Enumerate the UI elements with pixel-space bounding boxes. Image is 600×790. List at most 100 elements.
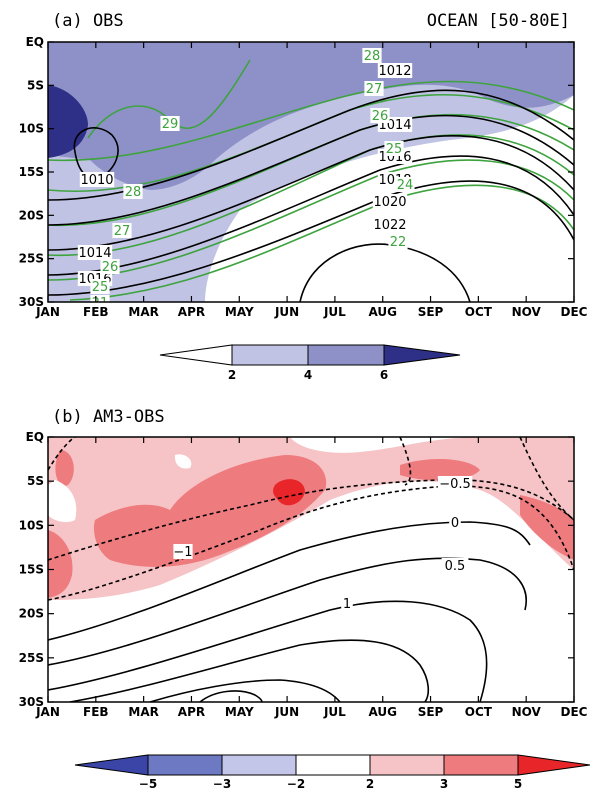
diff-label-bg xyxy=(441,558,469,573)
sst-label: 28 xyxy=(125,185,142,200)
x-tick-label: OCT xyxy=(465,705,493,719)
y-tick-label: 15S xyxy=(19,165,44,179)
x-tick-label: FEB xyxy=(83,305,109,319)
x-tick-label: NOV xyxy=(512,705,542,719)
sst-label: 24 xyxy=(397,178,414,193)
sst-label-bg xyxy=(384,141,404,156)
obs-shade-4-6 xyxy=(48,42,574,190)
sst-label-bg xyxy=(364,81,384,96)
x-tick-label: JAN xyxy=(35,305,60,319)
colorbar-label: −5 xyxy=(139,777,157,790)
panel-a-colorbar: 2 4 6 xyxy=(159,344,461,382)
slp-label-bg xyxy=(77,245,113,260)
diff-label-bg xyxy=(437,476,473,491)
x-tick-label: MAR xyxy=(128,305,158,319)
x-tick-label: JUL xyxy=(323,705,346,719)
sst-label-bg xyxy=(123,184,143,199)
y-tick-label: 30S xyxy=(19,695,44,709)
y-tick-label: 25S xyxy=(19,651,44,665)
sst-label: 29 xyxy=(162,117,179,132)
sst-label: 25 xyxy=(92,280,109,295)
panel-a-x-axis: JAN FEB MAR APR MAY JUN JUL AUG SEP OCT NOV DEC xyxy=(35,42,588,319)
slp-label: 1010 xyxy=(80,173,113,188)
slp-label: 1014 xyxy=(78,246,111,261)
x-tick-label: SEP xyxy=(418,705,444,719)
y-tick-label: 20S xyxy=(19,208,44,222)
x-tick-label: SEP xyxy=(418,305,444,319)
x-tick-label: NOV xyxy=(512,305,542,319)
colorbar-segment xyxy=(517,754,591,776)
sst-label: 27 xyxy=(114,224,131,239)
panel-b: (b) AM3-OBS −1−0.500.51 JA xyxy=(19,407,588,719)
panel-b-y-axis: EQ 5S 10S 15S 20S 25S 30S xyxy=(19,430,574,709)
diff-contour-labels: −1 −0.5 0 0.5 1 xyxy=(173,476,473,612)
sst-label-bg xyxy=(90,295,110,302)
y-tick-label: 5S xyxy=(27,474,44,488)
colorbar-segment xyxy=(307,344,385,366)
x-tick-label: DEC xyxy=(561,305,588,319)
slp-label: 1020 xyxy=(373,195,406,210)
colorbar-segment xyxy=(295,754,371,776)
x-tick-label: APR xyxy=(178,305,205,319)
x-tick-label: OCT xyxy=(465,305,493,319)
colorbar-label: −2 xyxy=(287,777,305,790)
sst-label-bg xyxy=(388,234,408,249)
colorbar-segment xyxy=(383,344,461,366)
diff-label: 0 xyxy=(451,516,459,531)
diff-shade-5 xyxy=(273,479,305,506)
colorbar-label: −3 xyxy=(213,777,231,790)
sst-label: 21 xyxy=(92,296,109,311)
panel-b-plot-area: −1 −0.5 0 0.5 1 xyxy=(48,437,574,702)
x-tick-label: JUL xyxy=(323,305,346,319)
x-tick-label: MAR xyxy=(128,705,158,719)
colorbar-label: 2 xyxy=(366,777,374,790)
y-tick-label: 5S xyxy=(27,78,44,92)
slp-label: 1012 xyxy=(378,64,411,79)
diff-label: −0.5 xyxy=(439,477,471,492)
diff-label-bg xyxy=(449,515,461,530)
colorbar-segment xyxy=(231,344,309,366)
colorbar-label: 3 xyxy=(440,777,448,790)
y-tick-label: 20S xyxy=(19,607,44,621)
y-tick-label: 10S xyxy=(19,122,44,136)
panel-a-plot-area: 101210141016101810201022101010141016 292… xyxy=(48,42,574,311)
diff-label: 0.5 xyxy=(445,559,466,574)
colorbar-label: 5 xyxy=(514,777,522,790)
panel-a-region-label: OCEAN [50-80E] xyxy=(427,11,570,31)
sst-label-bg xyxy=(112,223,132,238)
slp-label-bg xyxy=(377,63,413,78)
y-tick-label: EQ xyxy=(26,430,44,444)
colorbar-label: 6 xyxy=(380,368,388,382)
diff-contours xyxy=(48,437,574,702)
x-tick-label: DEC xyxy=(561,705,588,719)
panel-b-title: (b) AM3-OBS xyxy=(52,407,165,427)
y-tick-label: 15S xyxy=(19,563,44,577)
x-tick-label: APR xyxy=(178,705,205,719)
x-tick-label: MAY xyxy=(225,305,254,319)
x-tick-label: MAY xyxy=(225,705,254,719)
obs-shade-6 xyxy=(48,85,88,158)
slp-contour-labels: 101210141016101810201022101010141016 xyxy=(77,63,413,287)
x-tick-label: FEB xyxy=(83,705,109,719)
colorbar-segment xyxy=(74,754,149,776)
y-tick-label: 30S xyxy=(19,295,44,309)
x-tick-label: AUG xyxy=(368,305,397,319)
panel-a: (a) OBS OCEAN [50-80E] xyxy=(19,11,588,319)
sst-label-bg xyxy=(395,177,415,192)
diff-label: 1 xyxy=(343,597,351,612)
slp-contours xyxy=(48,89,574,302)
panel-b-x-axis: JAN FEB MAR APR MAY JUN JUL AUG SEP OCT NOV DEC xyxy=(35,437,588,719)
y-tick-label: 10S xyxy=(19,518,44,532)
x-tick-label: JAN xyxy=(35,705,60,719)
slp-label: 1022 xyxy=(373,218,406,233)
sst-label: 26 xyxy=(102,260,119,275)
slp-label-bg xyxy=(372,217,408,232)
sst-label: 28 xyxy=(364,49,381,64)
diff-label-bg xyxy=(173,544,193,559)
y-tick-label: EQ xyxy=(26,35,44,49)
diff-shade-3-5 xyxy=(48,450,574,598)
panel-b-colorbar: −5 −3 −2 2 3 5 xyxy=(74,754,591,790)
panel-a-y-axis: EQ 5S 10S 15S 20S 25S 30S xyxy=(19,35,574,309)
sst-label: 26 xyxy=(372,109,389,124)
